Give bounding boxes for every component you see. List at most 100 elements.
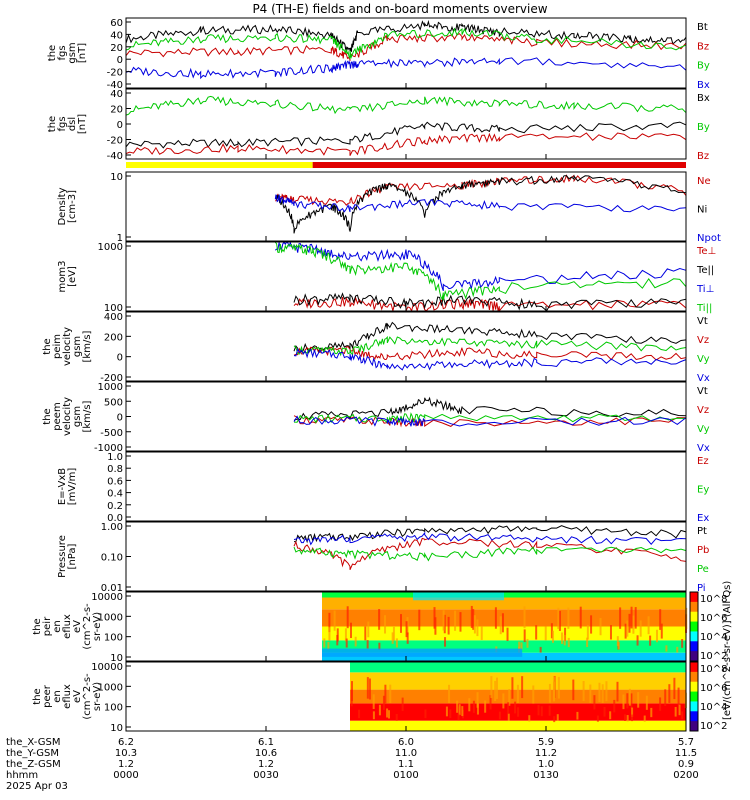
y-tick-label: 0.8	[107, 464, 123, 475]
heatmap-stripe	[354, 636, 357, 647]
series-line-density-Ne	[275, 174, 687, 206]
heatmap-stripe	[459, 612, 462, 632]
heatmap-stripe	[626, 693, 629, 709]
heatmap-stripe	[540, 706, 543, 717]
legend-entry-Pi: Pi	[697, 583, 706, 594]
orbit-row-value: 0030	[253, 770, 278, 781]
heatmap-stripe	[489, 695, 492, 710]
legend-entry-By: By	[697, 122, 710, 133]
y-axis-label: mom3	[57, 261, 68, 293]
heatmap-stripe	[596, 715, 599, 722]
heatmap-stripe	[537, 704, 540, 716]
heatmap-stripe	[676, 646, 679, 653]
heatmap-band	[322, 626, 686, 641]
heatmap-stripe	[367, 621, 370, 638]
y-axis-label: [mV/m]	[67, 468, 78, 506]
heatmap-stripe	[346, 606, 349, 629]
legend-entry-Vt: Vt	[697, 386, 708, 397]
heatmap-stripe	[535, 625, 538, 640]
panel-density: 10 1 Density [cm-3] Ne Ni Npot	[57, 171, 721, 244]
legend-entry-Vz: Vz	[697, 405, 709, 416]
y-axis-label: eflux	[62, 684, 73, 709]
heatmap-stripe	[476, 692, 479, 708]
heatmap-stripe	[617, 641, 620, 650]
panel-frame	[125, 311, 687, 382]
series-line-temperature-Ti||	[274, 241, 687, 301]
heatmap-stripe	[498, 711, 501, 720]
heatmap-stripe	[563, 634, 566, 646]
y-tick-label: 400	[104, 312, 123, 323]
y-axis-label: [nPa]	[67, 543, 78, 569]
y-axis-label: the	[47, 116, 58, 132]
heatmap-stripe	[619, 607, 622, 629]
heatmap-stripe	[378, 704, 381, 716]
legend-entry-By: By	[697, 61, 710, 72]
heatmap-stripe	[582, 681, 585, 702]
legend-entry-Pt: Pt	[697, 526, 707, 537]
y-tick-label: 10	[110, 653, 123, 664]
y-tick-label: 0.6	[107, 476, 123, 487]
heatmap-stripe	[626, 620, 629, 637]
panel-pressure: 1.00 0.10 0.01 Pressure [nPa] Pt Pb Pe Pi	[57, 521, 709, 594]
heatmap-stripe	[567, 607, 570, 629]
heatmap-stripe	[632, 615, 635, 634]
heatmap-stripe	[507, 713, 510, 721]
y-axis-label: peim	[52, 334, 63, 359]
heatmap-stripe	[649, 635, 652, 646]
heatmap-stripe	[659, 697, 662, 711]
heatmap-stripe	[345, 638, 348, 648]
orbit-row-value: 1.0	[538, 759, 554, 770]
y-axis-label: Density	[57, 187, 68, 225]
colorbar-segment	[690, 651, 698, 662]
y-tick-label: 0.0	[107, 513, 123, 524]
y-axis-label: [nT]	[77, 43, 88, 63]
orbit-row-value: 10.6	[255, 748, 277, 759]
y-axis-label: gsm	[72, 406, 83, 427]
y-tick-label: 1	[117, 233, 123, 244]
heatmap-stripe	[557, 607, 560, 630]
heatmap-stripe	[480, 625, 483, 640]
heatmap-stripe	[406, 632, 409, 644]
heatmap-stripe	[664, 689, 667, 706]
heatmap-stripe	[323, 638, 326, 648]
heatmap-band	[322, 609, 686, 627]
legend-entry-Ti⊥: Ti⊥	[696, 284, 714, 295]
legend-entry-Ni: Ni	[697, 205, 707, 216]
heatmap-stripe	[589, 684, 592, 704]
heatmap-stripe	[673, 677, 676, 700]
heatmap-stripe	[445, 706, 448, 717]
heatmap-stripe	[454, 610, 457, 631]
series-line-fgs_dsl-By	[125, 95, 687, 116]
colorbar-segment	[690, 601, 698, 613]
heatmap-stripe	[349, 622, 352, 639]
orbit-row-value: 6.0	[398, 737, 414, 748]
orbit-row-value: 6.1	[258, 737, 274, 748]
panel-efield: 1.00.80.6 0.40.20.0 E=-VxB [mV/m] Ez Ey Ex	[57, 451, 709, 524]
heatmap-stripe	[674, 706, 677, 717]
y-axis-label: (cm^2-s-	[82, 603, 93, 650]
heatmap-stripe	[327, 641, 330, 650]
series-line-temperature-Te⊥	[293, 296, 687, 313]
y-axis-label: en	[52, 620, 63, 633]
series-line-temperature-Te||	[293, 292, 687, 312]
orbit-row-value: 1.1	[398, 759, 414, 770]
heatmap-stripe	[517, 707, 520, 717]
series-line-peem_velocity-Vx	[293, 415, 687, 427]
y-axis-label: sr-eV)	[92, 612, 103, 641]
heatmap-stripe	[484, 700, 487, 713]
heatmap-stripe	[490, 676, 493, 699]
heatmap-stripe	[631, 707, 634, 717]
colorbar-tick-label: 10^2	[700, 651, 727, 662]
y-tick-label: 1.00	[101, 522, 123, 533]
colorbar-tick-label: 10^2	[700, 721, 727, 732]
orbit-row-label: hhmm	[6, 770, 38, 781]
y-tick-label: 0	[117, 55, 123, 66]
y-axis-label: [km/s]	[82, 400, 93, 432]
legend-entry-Npot: Npot	[697, 233, 721, 244]
heatmap-band	[350, 662, 686, 673]
heatmap-stripe	[395, 638, 398, 648]
y-tick-label: 40	[110, 89, 123, 100]
heatmap-stripe	[400, 614, 403, 633]
heatmap-stripe	[392, 626, 395, 641]
y-tick-label: 100	[104, 303, 123, 314]
